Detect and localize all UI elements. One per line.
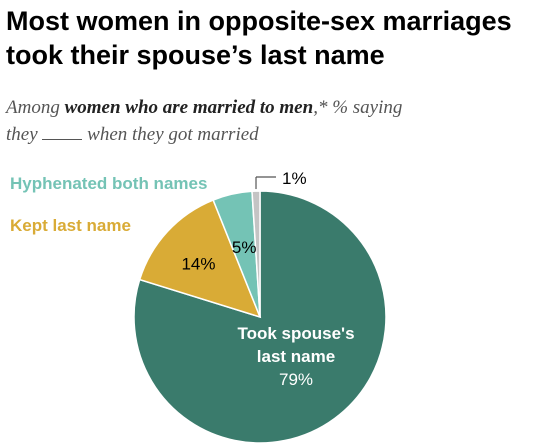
subtitle-emphasis: women who are married to men <box>64 97 314 118</box>
label-took-line-2: last name <box>257 347 335 366</box>
slice-took-spouse-name <box>133 190 387 444</box>
slice-other <box>251 190 261 318</box>
slice-kept-last-name <box>138 199 262 319</box>
subtitle-suffix: ,* % saying <box>313 97 403 118</box>
chart-title: Most women in opposite-sex marriages too… <box>6 6 512 70</box>
value-took: 79% <box>279 370 313 389</box>
subtitle-line2-end: when they got married <box>87 124 259 145</box>
value-other: 1% <box>282 169 307 188</box>
subtitle-prefix: Among <box>6 97 65 118</box>
label-kept: Kept last name <box>10 216 131 235</box>
chart-subtitle: Among women who are married to men,* % s… <box>6 94 546 148</box>
pie-slices <box>133 190 387 444</box>
subtitle-line2-start: they <box>6 124 38 145</box>
label-hyphenated: Hyphenated both names <box>10 174 207 193</box>
pie-labels: Took spouse's last name 79% 14% Kept last na… <box>10 169 355 389</box>
value-kept: 14% <box>181 255 215 274</box>
label-took-line-1: Took spouse's <box>237 324 354 343</box>
subtitle-blank <box>42 125 83 140</box>
value-hyphenated: 5% <box>232 238 257 257</box>
